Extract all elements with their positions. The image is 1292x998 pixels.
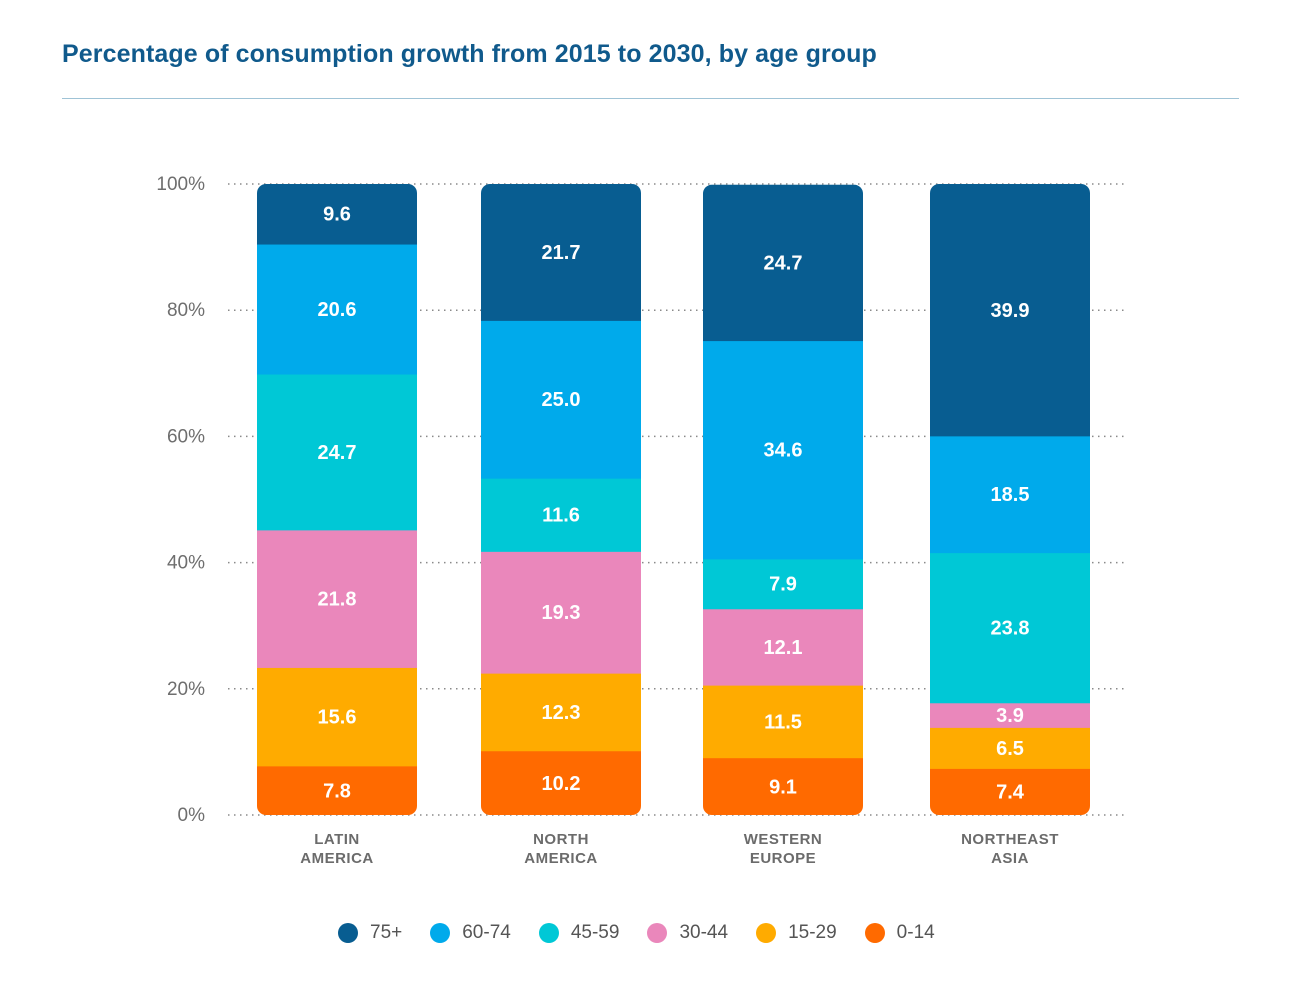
data-label: 25.0	[542, 389, 581, 411]
bar-segment-15-29	[703, 685, 863, 759]
x-tick-label: EUROPE	[750, 850, 816, 867]
data-label: 7.9	[769, 574, 797, 596]
legend-label: 0-14	[896, 922, 935, 943]
data-label: 21.7	[542, 242, 581, 264]
data-label: 10.2	[542, 773, 581, 795]
bar-stack	[257, 184, 417, 815]
x-tick-label: ASIA	[991, 850, 1029, 867]
data-label: 23.8	[991, 618, 1030, 640]
bar-stack	[703, 184, 863, 816]
data-label: 18.5	[991, 484, 1030, 506]
legend-label: 15-29	[788, 922, 837, 943]
bar-segment-15-29	[930, 727, 1090, 769]
bar-segment-30-44	[930, 702, 1090, 728]
legend-swatch	[864, 923, 885, 943]
data-label: 6.5	[996, 738, 1024, 760]
legend-swatch	[338, 923, 358, 943]
y-tick-label: 80%	[167, 300, 205, 321]
x-tick-label: AMERICA	[524, 850, 598, 867]
data-label: 12.3	[542, 702, 581, 724]
legend-item: 60-74	[430, 922, 511, 944]
legend-label: 45-59	[570, 922, 620, 943]
x-tick-label: WESTERN	[744, 831, 823, 848]
data-label: 24.7	[764, 253, 803, 275]
bar-segment-30-44	[481, 551, 641, 674]
bar-segment-75+	[703, 184, 863, 342]
legend-label: 60-74	[462, 922, 511, 943]
bar-segment-60-74	[703, 340, 863, 560]
bar-segment-75+	[257, 184, 417, 245]
legend-swatch	[756, 923, 777, 943]
data-label: 11.5	[764, 711, 802, 733]
legend-item: 15-29	[756, 922, 837, 944]
bar-segment-0-14	[257, 765, 417, 815]
title-divider	[62, 98, 1239, 99]
bar-segment-45-59	[930, 552, 1090, 704]
bar-segment-0-14	[930, 768, 1090, 815]
data-label: 9.1	[769, 776, 797, 798]
bar-segment-30-44	[703, 608, 863, 686]
data-label: 9.6	[323, 204, 351, 226]
data-label: 3.9	[996, 705, 1024, 727]
legend-label: 30-44	[679, 922, 729, 943]
y-tick-label: 60%	[167, 426, 205, 447]
x-tick-label: LATIN	[314, 831, 360, 848]
x-tick-label: AMERICA	[300, 850, 374, 867]
y-tick-label: 20%	[167, 679, 205, 700]
x-tick-label: NORTHEAST	[961, 831, 1059, 848]
data-label: 24.7	[318, 442, 357, 464]
x-tick-label: NORTH	[533, 831, 589, 848]
legend-item: 75+	[338, 922, 402, 944]
legend-swatch	[647, 923, 668, 943]
data-label: 7.4	[996, 782, 1025, 804]
bar-segment-45-59	[257, 373, 417, 531]
bar-segment-60-74	[257, 243, 417, 375]
chart-legend: 75+ 60-74 45-59 30-44 15-29 0-14	[338, 920, 963, 946]
data-label: 20.6	[318, 299, 357, 321]
legend-label: 75+	[370, 922, 403, 943]
bar-segment-60-74	[481, 320, 641, 479]
data-label: 34.6	[764, 440, 803, 462]
bar-segment-75+	[481, 184, 641, 321]
bar-segment-15-29	[257, 667, 417, 767]
legend-item: 45-59	[538, 922, 620, 944]
bar-stack	[930, 184, 1090, 815]
y-tick-label: 40%	[167, 553, 205, 574]
data-label: 39.9	[991, 300, 1030, 322]
bar-segment-30-44	[257, 529, 417, 668]
data-label: 12.1	[764, 637, 803, 659]
data-label: 21.8	[318, 589, 357, 611]
data-label: 19.3	[542, 602, 581, 624]
legend-item: 30-44	[647, 922, 728, 944]
bar-segment-45-59	[481, 478, 641, 552]
bar-segment-0-14	[703, 757, 863, 816]
data-label: 11.6	[542, 505, 580, 527]
bar-segment-75+	[930, 184, 1090, 437]
bar-segment-0-14	[481, 750, 641, 815]
legend-swatch	[538, 923, 559, 943]
data-label: 7.8	[323, 780, 351, 802]
legend-item: 0-14	[864, 922, 935, 944]
chart-title: Percentage of consumption growth from 20…	[62, 40, 877, 68]
bar-stack	[481, 184, 641, 815]
y-tick-label: 0%	[178, 805, 206, 826]
y-tick-label: 100%	[156, 174, 205, 195]
legend-swatch	[430, 923, 451, 943]
bar-segment-15-29	[481, 673, 641, 752]
data-label: 15.6	[318, 707, 357, 729]
bar-segment-60-74	[930, 435, 1090, 554]
bar-segment-45-59	[703, 558, 863, 610]
